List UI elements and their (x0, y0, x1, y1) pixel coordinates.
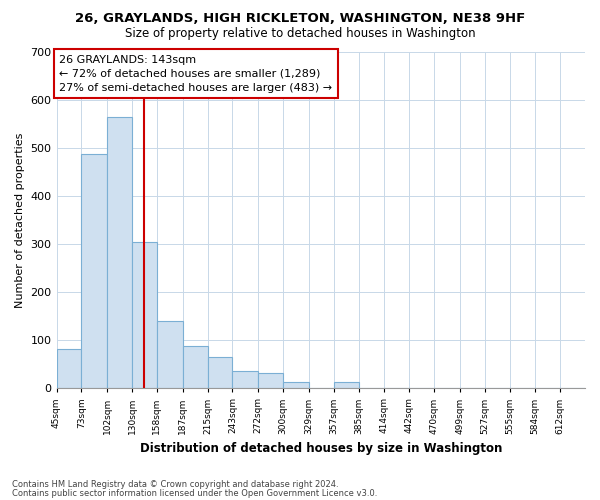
Text: Contains HM Land Registry data © Crown copyright and database right 2024.: Contains HM Land Registry data © Crown c… (12, 480, 338, 489)
Bar (132, 242, 157, 388)
Bar (258, 374, 283, 388)
Bar (208, 357, 232, 388)
X-axis label: Distribution of detached houses by size in Washington: Distribution of detached houses by size … (140, 442, 502, 455)
Bar (157, 321, 182, 388)
Text: Contains public sector information licensed under the Open Government Licence v3: Contains public sector information licen… (12, 488, 377, 498)
Bar (232, 371, 258, 388)
Text: 26, GRAYLANDS, HIGH RICKLETON, WASHINGTON, NE38 9HF: 26, GRAYLANDS, HIGH RICKLETON, WASHINGTO… (75, 12, 525, 26)
Bar (182, 346, 208, 389)
Bar (107, 118, 132, 388)
Text: 26 GRAYLANDS: 143sqm
← 72% of detached houses are smaller (1,289)
27% of semi-de: 26 GRAYLANDS: 143sqm ← 72% of detached h… (59, 55, 332, 93)
Text: Size of property relative to detached houses in Washington: Size of property relative to detached ho… (125, 28, 475, 40)
Bar (283, 382, 309, 388)
Bar (334, 382, 359, 388)
Bar (82, 154, 107, 388)
Bar (56, 349, 82, 389)
Y-axis label: Number of detached properties: Number of detached properties (15, 132, 25, 308)
